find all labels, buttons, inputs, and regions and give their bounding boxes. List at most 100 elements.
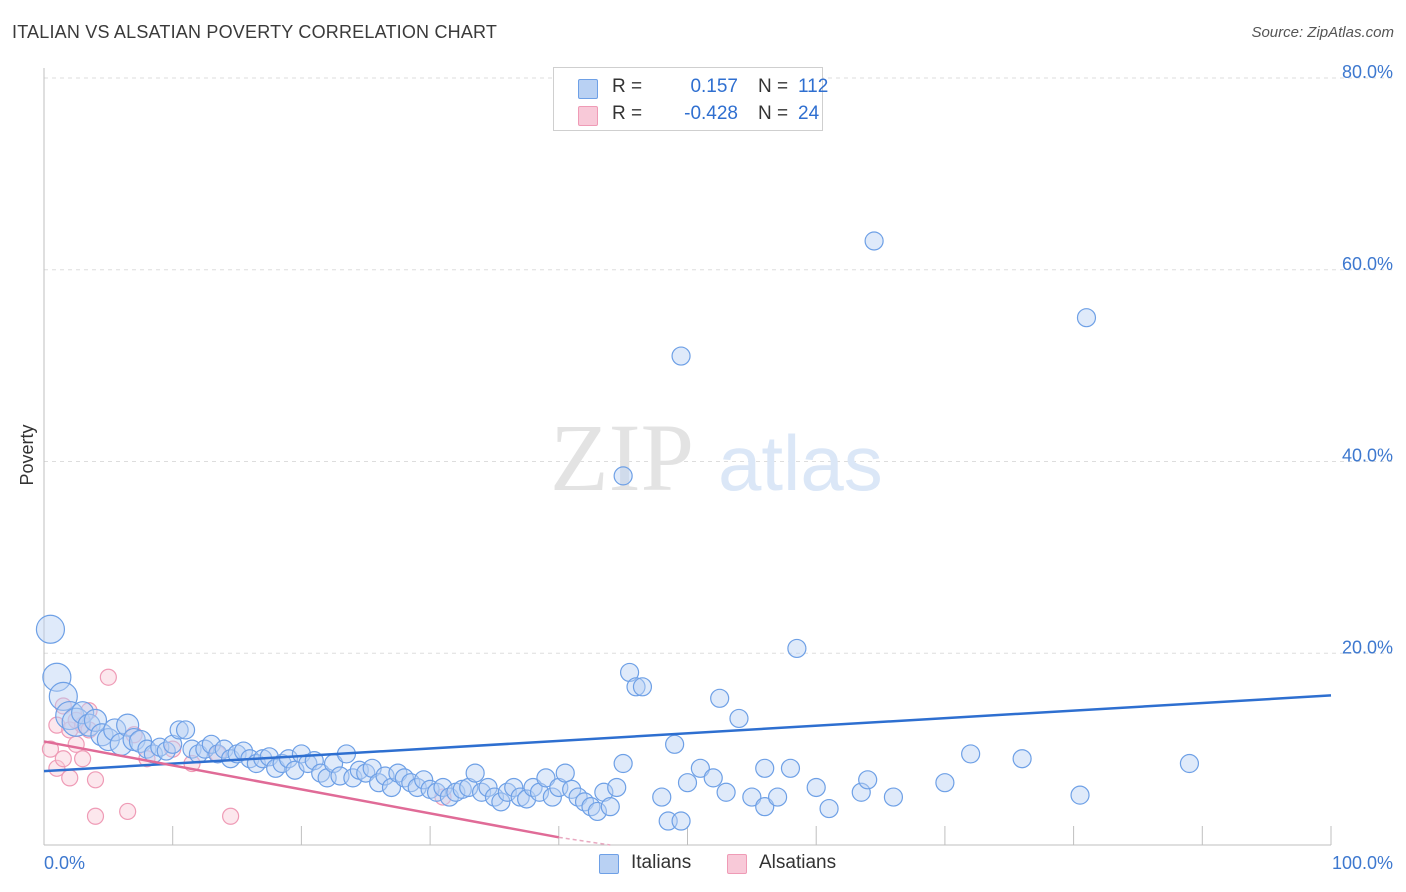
data-point <box>742 787 762 807</box>
data-point <box>883 787 904 807</box>
axis-ticks: 20.0% 40.0% 60.0% 80.0% 0.0% 100.0% <box>44 62 1393 873</box>
data-point <box>459 777 479 798</box>
data-point <box>626 677 646 697</box>
data-point <box>77 713 101 737</box>
data-point <box>677 773 698 793</box>
x-tick-label: 0.0% <box>44 853 85 873</box>
data-point <box>54 750 72 768</box>
data-point <box>755 758 775 778</box>
data-point <box>83 708 108 732</box>
data-point <box>201 734 221 754</box>
data-point <box>48 759 66 777</box>
data-point <box>67 735 85 753</box>
data-point <box>787 638 807 659</box>
data-point <box>619 662 640 683</box>
data-point <box>806 777 826 798</box>
data-point <box>48 681 78 711</box>
data-point <box>478 777 498 798</box>
r-value: -0.428 <box>684 103 738 124</box>
data-point <box>214 739 234 759</box>
y-tick-label: 60.0% <box>1342 254 1393 274</box>
source-label: Source: ZipAtlas.com <box>1251 24 1394 41</box>
data-point <box>381 777 402 798</box>
watermark-zip: ZIP <box>550 404 694 511</box>
data-point <box>504 777 524 798</box>
data-point <box>1179 753 1200 774</box>
data-point <box>858 770 878 790</box>
data-point <box>529 782 550 802</box>
data-point <box>632 677 653 697</box>
data-point <box>86 771 105 789</box>
data-point <box>864 231 884 251</box>
data-point <box>163 734 183 754</box>
watermark-atlas: atlas <box>718 419 883 507</box>
chart-title: ITALIAN VS ALSATIAN POVERTY CORRELATION … <box>12 22 498 42</box>
italians-legend-swatch <box>599 854 619 874</box>
data-point <box>222 807 240 825</box>
data-point <box>86 807 105 825</box>
data-point <box>169 720 189 740</box>
data-point <box>690 758 710 778</box>
data-point <box>851 782 871 802</box>
y-tick-label: 80.0% <box>1342 62 1393 82</box>
y-tick-label: 20.0% <box>1342 637 1393 657</box>
data-point <box>562 779 582 799</box>
data-point <box>414 770 434 790</box>
italians-legend-label: Italians <box>631 852 692 873</box>
data-point <box>671 346 691 366</box>
data-point <box>175 720 196 740</box>
data-point <box>613 466 633 486</box>
y-axis-label: Poverty <box>17 424 37 485</box>
alsatians-trend-extension <box>558 836 611 846</box>
r-label: R = <box>612 103 643 124</box>
x-tick-label: 100.0% <box>1332 853 1393 873</box>
data-point <box>767 787 788 807</box>
n-label: N = <box>758 76 789 97</box>
data-point <box>703 768 723 788</box>
data-point <box>465 763 485 783</box>
data-point <box>1070 785 1090 805</box>
data-point <box>90 723 114 747</box>
trend-lines <box>43 694 1332 846</box>
data-point <box>71 701 95 725</box>
alsatians-legend-swatch <box>727 854 747 874</box>
axes <box>43 68 1332 846</box>
italians-points <box>35 231 1200 831</box>
data-point <box>542 787 562 807</box>
data-point <box>607 777 627 798</box>
data-point <box>41 740 60 758</box>
data-point <box>1076 308 1097 328</box>
italians-swatch <box>578 79 598 99</box>
data-point <box>716 782 736 802</box>
r-value: 0.157 <box>690 76 738 97</box>
data-point <box>587 801 608 822</box>
alsatians-swatch <box>578 106 598 126</box>
data-point <box>116 713 140 737</box>
data-point <box>536 768 556 788</box>
data-point <box>671 811 691 831</box>
italians-trend-line <box>43 694 1332 773</box>
data-point <box>343 768 363 788</box>
data-point <box>103 718 127 742</box>
watermark: ZIP atlas <box>550 404 883 511</box>
data-point <box>1012 749 1032 769</box>
data-point <box>780 758 801 778</box>
data-point <box>613 753 633 774</box>
alsatians-trend-line <box>43 740 560 839</box>
data-point <box>819 798 839 819</box>
data-point <box>99 668 117 686</box>
n-value: 24 <box>798 103 820 124</box>
data-point <box>433 777 453 798</box>
data-point <box>119 802 137 821</box>
gridlines <box>44 77 1392 654</box>
data-point <box>600 797 620 817</box>
data-point <box>35 614 66 644</box>
n-value: 112 <box>798 76 829 97</box>
data-point <box>665 734 685 754</box>
data-point <box>61 769 79 787</box>
alsatians-legend-label: Alsatians <box>759 852 837 873</box>
y-tick-label: 40.0% <box>1342 446 1393 466</box>
data-point <box>594 782 614 802</box>
data-point <box>710 688 730 708</box>
